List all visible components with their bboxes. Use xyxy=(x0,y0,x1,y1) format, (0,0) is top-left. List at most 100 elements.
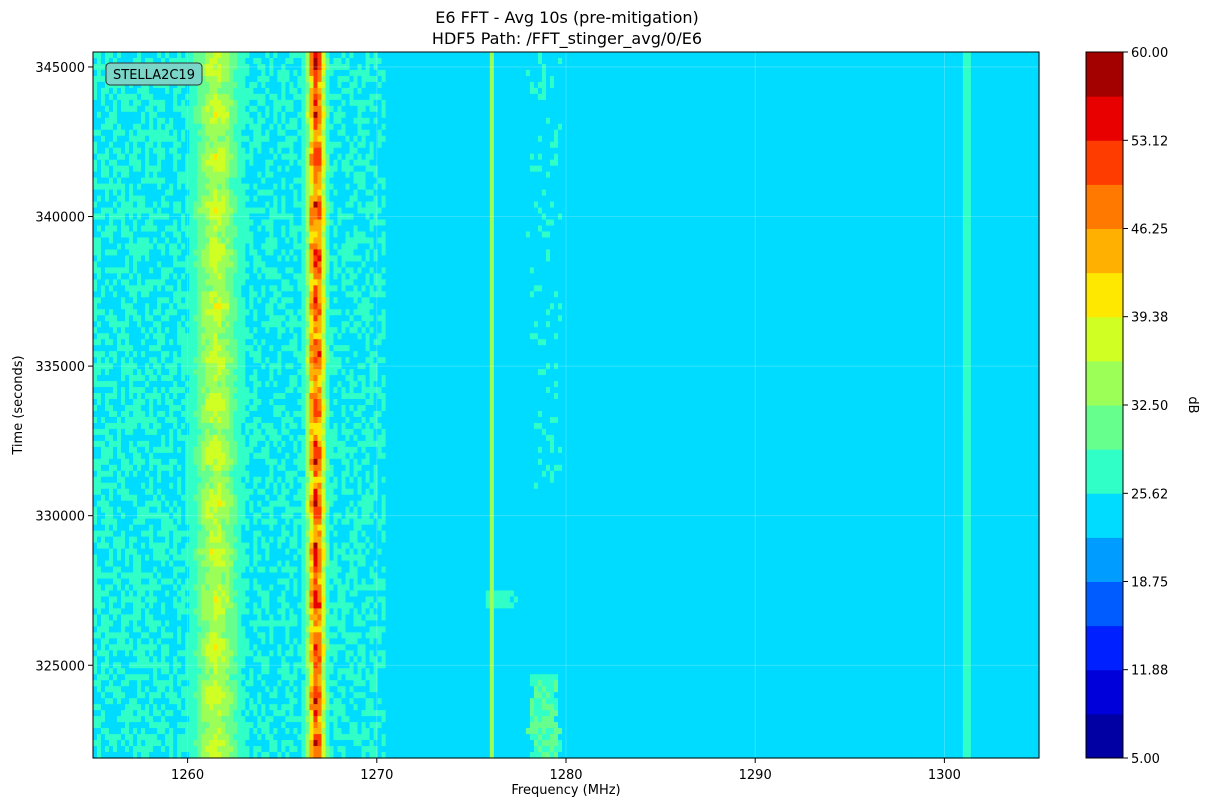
heatmap-cell xyxy=(851,166,856,173)
heatmap-cell xyxy=(249,172,254,179)
heatmap-cell xyxy=(774,148,779,155)
heatmap-cell xyxy=(418,142,423,149)
heatmap-cell xyxy=(911,58,916,65)
heatmap-cell xyxy=(434,88,439,95)
heatmap-cell xyxy=(129,178,134,185)
heatmap-cell xyxy=(117,148,122,155)
heatmap-cell xyxy=(855,130,860,137)
heatmap-cell xyxy=(682,88,687,95)
heatmap-cell xyxy=(951,52,956,59)
heatmap-cell xyxy=(967,118,972,125)
heatmap-cell xyxy=(674,136,679,143)
heatmap-cell xyxy=(358,124,363,131)
heatmap-cell xyxy=(602,136,607,143)
heatmap-cell xyxy=(470,82,475,89)
heatmap-cell xyxy=(590,136,595,143)
heatmap-cell xyxy=(722,70,727,77)
heatmap-cell xyxy=(338,154,343,161)
heatmap-cell xyxy=(542,70,547,77)
heatmap-cell xyxy=(895,160,900,167)
heatmap-cell xyxy=(458,106,463,113)
heatmap-cell xyxy=(293,160,298,167)
heatmap-cell xyxy=(169,130,174,137)
heatmap-cell xyxy=(418,130,423,137)
heatmap-cell xyxy=(225,106,230,113)
heatmap-cell xyxy=(482,142,487,149)
heatmap-cell xyxy=(546,160,551,167)
heatmap-cell xyxy=(366,88,371,95)
heatmap-cell xyxy=(622,52,627,59)
heatmap-cell xyxy=(690,94,695,101)
heatmap-cell xyxy=(774,166,779,173)
heatmap-cell xyxy=(285,142,290,149)
heatmap-cell xyxy=(358,52,363,59)
heatmap-cell xyxy=(418,148,423,155)
heatmap-cell xyxy=(983,52,988,59)
heatmap-cell xyxy=(1003,112,1008,119)
heatmap-cell xyxy=(486,124,491,131)
heatmap-cell xyxy=(778,154,783,161)
heatmap-cell xyxy=(229,76,234,83)
heatmap-cell xyxy=(947,52,952,59)
heatmap-cell xyxy=(542,88,547,95)
heatmap-cell xyxy=(702,76,707,83)
heatmap-cell xyxy=(346,148,351,155)
heatmap-cell xyxy=(245,52,250,59)
heatmap-cell xyxy=(558,172,563,179)
heatmap-cell xyxy=(566,112,571,119)
heatmap-cell xyxy=(317,70,322,77)
heatmap-cell xyxy=(458,82,463,89)
heatmap-cell xyxy=(289,166,294,173)
heatmap-cell xyxy=(237,76,242,83)
heatmap-cell xyxy=(277,142,282,149)
heatmap-cell xyxy=(794,70,799,77)
heatmap-cell xyxy=(750,136,755,143)
heatmap-cell xyxy=(554,106,559,113)
heatmap-cell xyxy=(406,154,411,161)
heatmap-cell xyxy=(626,142,631,149)
heatmap-cell xyxy=(766,58,771,65)
heatmap-cell xyxy=(658,52,663,59)
heatmap-cell xyxy=(658,124,663,131)
heatmap-cell xyxy=(177,172,182,179)
heatmap-cell xyxy=(951,172,956,179)
heatmap-cell xyxy=(774,94,779,101)
heatmap-cell xyxy=(197,106,202,113)
heatmap-cell xyxy=(181,166,186,173)
heatmap-cell xyxy=(1003,52,1008,59)
heatmap-cell xyxy=(217,160,222,167)
heatmap-cell xyxy=(927,154,932,161)
heatmap-cell xyxy=(321,166,326,173)
heatmap-cell xyxy=(971,52,976,59)
heatmap-cell xyxy=(935,52,940,59)
heatmap-cell xyxy=(105,112,110,119)
heatmap-cell xyxy=(494,88,499,95)
heatmap-cell xyxy=(550,142,555,149)
heatmap-cell xyxy=(574,82,579,89)
heatmap-cell xyxy=(486,118,491,125)
heatmap-cell xyxy=(658,118,663,125)
heatmap-cell xyxy=(975,160,980,167)
heatmap-cell xyxy=(470,172,475,179)
heatmap-cell xyxy=(855,106,860,113)
heatmap-cell xyxy=(558,100,563,107)
heatmap-cell xyxy=(129,88,134,95)
heatmap-cell xyxy=(113,94,118,101)
heatmap-cell xyxy=(434,52,439,59)
heatmap-cell xyxy=(293,88,298,95)
heatmap-cell xyxy=(694,172,699,179)
heatmap-cell xyxy=(823,76,828,83)
heatmap-cell xyxy=(265,70,270,77)
heatmap-cell xyxy=(670,130,675,137)
heatmap-cell xyxy=(602,154,607,161)
heatmap-cell xyxy=(618,52,623,59)
heatmap-cell xyxy=(209,130,214,137)
heatmap-cell xyxy=(574,94,579,101)
heatmap-cell xyxy=(1023,124,1028,131)
heatmap-cell xyxy=(390,118,395,125)
heatmap-cell xyxy=(983,166,988,173)
heatmap-cell xyxy=(634,154,639,161)
heatmap-cell xyxy=(971,148,976,155)
heatmap-cell xyxy=(686,76,691,83)
heatmap-cell xyxy=(714,88,719,95)
